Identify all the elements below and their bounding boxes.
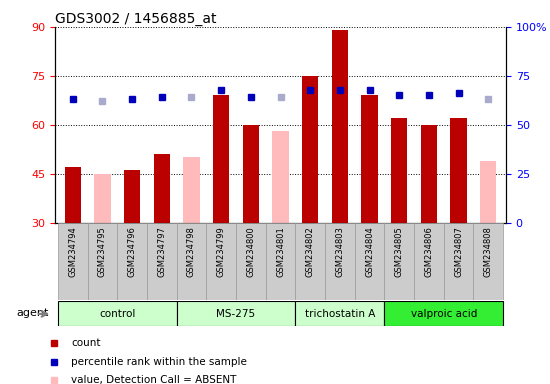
Text: GSM234798: GSM234798 (187, 227, 196, 277)
Bar (58, 223, 87, 300)
Text: valproic acid: valproic acid (410, 309, 477, 319)
Text: GSM234801: GSM234801 (276, 227, 285, 277)
Bar (87, 223, 117, 300)
Text: GSM234808: GSM234808 (483, 227, 493, 277)
Bar (236, 223, 266, 300)
Text: GSM234802: GSM234802 (306, 227, 315, 277)
Text: count: count (71, 338, 101, 348)
Bar (325, 223, 355, 300)
Bar (361, 96, 378, 223)
Bar (391, 118, 408, 223)
Bar (147, 223, 177, 300)
Bar (213, 96, 229, 223)
Bar (206, 223, 236, 300)
Bar (177, 223, 206, 300)
Text: GSM234796: GSM234796 (128, 227, 136, 277)
Bar (332, 30, 348, 223)
Bar (266, 223, 295, 300)
Text: trichostatin A: trichostatin A (305, 309, 375, 319)
Bar (243, 125, 259, 223)
Text: percentile rank within the sample: percentile rank within the sample (71, 357, 247, 367)
Text: GSM234803: GSM234803 (336, 227, 344, 277)
Text: GSM234799: GSM234799 (217, 227, 226, 277)
Text: value, Detection Call = ABSENT: value, Detection Call = ABSENT (71, 375, 236, 384)
Bar (65, 167, 81, 223)
Text: GSM234804: GSM234804 (365, 227, 374, 277)
Bar (421, 125, 437, 223)
Bar (384, 301, 503, 326)
Text: GSM234795: GSM234795 (98, 227, 107, 277)
Text: GSM234797: GSM234797 (157, 227, 166, 277)
Bar (58, 301, 177, 326)
Bar (272, 131, 289, 223)
Bar (117, 223, 147, 300)
Bar (94, 174, 111, 223)
Bar (295, 301, 384, 326)
Bar (177, 301, 295, 326)
Bar (124, 170, 140, 223)
Text: control: control (99, 309, 135, 319)
Text: GSM234806: GSM234806 (425, 227, 433, 277)
Text: GDS3002 / 1456885_at: GDS3002 / 1456885_at (55, 12, 217, 26)
Text: GSM234807: GSM234807 (454, 227, 463, 277)
Bar (480, 161, 496, 223)
Bar (355, 223, 384, 300)
Text: GSM234800: GSM234800 (246, 227, 255, 277)
Bar (444, 223, 474, 300)
Bar (474, 223, 503, 300)
Bar (302, 76, 318, 223)
Text: MS-275: MS-275 (217, 309, 256, 319)
Text: GSM234805: GSM234805 (395, 227, 404, 277)
Bar (414, 223, 444, 300)
Bar (183, 157, 200, 223)
Bar (295, 223, 325, 300)
Bar (384, 223, 414, 300)
Bar (153, 154, 170, 223)
Bar (450, 118, 467, 223)
Text: agent: agent (16, 308, 49, 318)
Text: GSM234794: GSM234794 (68, 227, 78, 277)
